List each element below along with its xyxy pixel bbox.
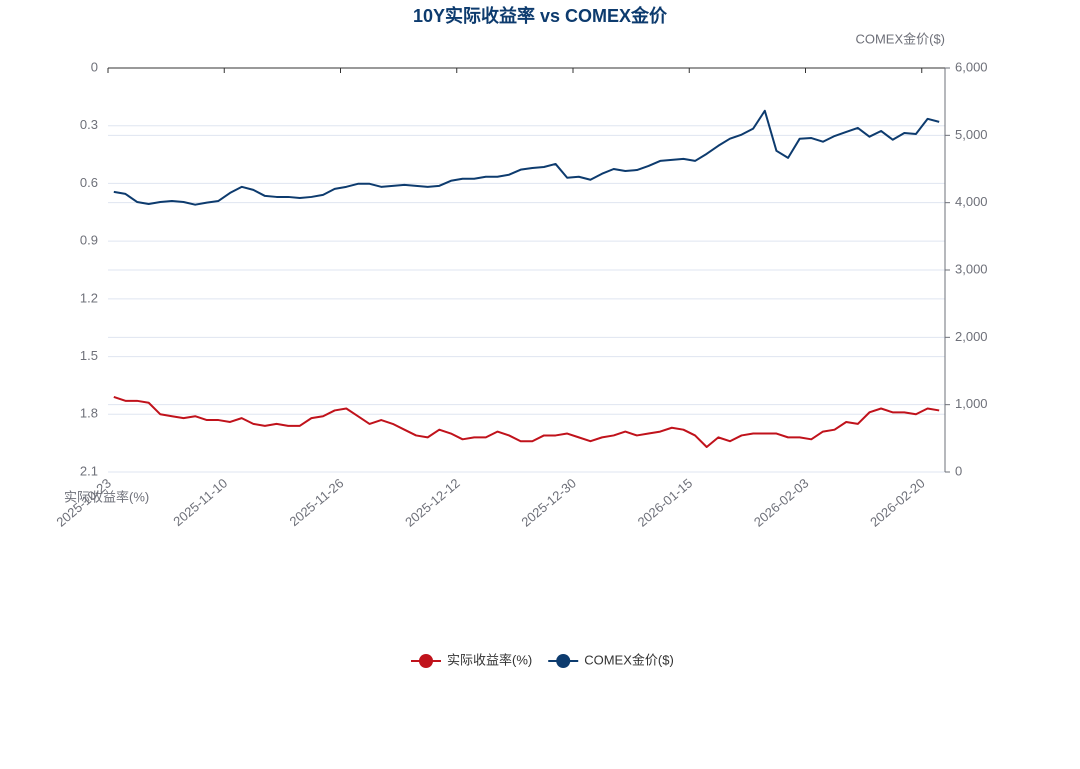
x-tick-label: 2025-11-10: [170, 475, 230, 529]
legend: 实际收益率(%) COMEX金价($): [411, 652, 674, 668]
y2-tick-label: 3,000: [955, 261, 988, 276]
y-tick-label: 0.3: [80, 117, 98, 132]
y-tick-label: 0.6: [80, 175, 98, 190]
y-tick-label: 1.8: [80, 406, 98, 421]
x-tick-label: 2025-12-12: [402, 475, 463, 529]
y-tick-label: 0.9: [80, 233, 98, 248]
y2-tick-label: 0: [955, 463, 962, 478]
legend-marker: [419, 654, 433, 668]
series-line: [113, 109, 940, 206]
x-tick-label: 2025-11-26: [287, 475, 347, 529]
legend-text: COMEX金价($): [584, 652, 674, 667]
x-tick-label: 2025-12-30: [518, 475, 579, 529]
y-tick-label: 1.5: [80, 348, 98, 363]
series-line: [113, 396, 940, 448]
y-axis-label: 实际收益率(%): [64, 489, 149, 504]
y-tick-label: 0: [91, 59, 98, 74]
x-tick-label: 2026-02-20: [867, 475, 928, 529]
legend-text: 实际收益率(%): [447, 652, 532, 667]
y-tick-label: 1.2: [80, 290, 98, 305]
y2-tick-label: 1,000: [955, 396, 988, 411]
y2-tick-label: 4,000: [955, 194, 988, 209]
x-tick-label: 2026-02-03: [751, 475, 812, 529]
y2-axis-label: COMEX金价($): [855, 31, 945, 46]
chart-title: 10Y实际收益率 vs COMEX金价: [413, 5, 668, 26]
y-tick-label: 2.1: [80, 463, 98, 478]
legend-marker: [556, 654, 571, 668]
y2-tick-label: 5,000: [955, 127, 988, 142]
y2-tick-label: 2,000: [955, 329, 988, 344]
y2-tick-label: 6,000: [955, 59, 988, 74]
x-tick-label: 2026-01-15: [635, 475, 696, 529]
